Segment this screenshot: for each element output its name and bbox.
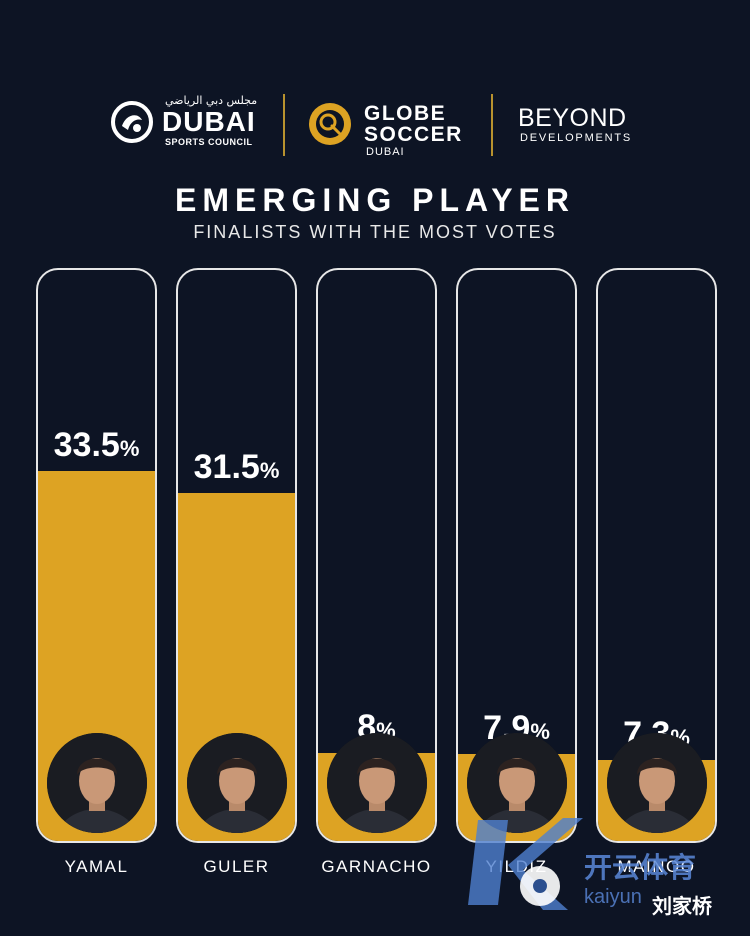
player-photo-icon bbox=[186, 733, 287, 833]
logo-divider bbox=[283, 94, 285, 156]
beyond-developments-logo: BEYOND DEVELOPMENTS bbox=[518, 90, 648, 162]
bar-value-label: 33.5% bbox=[38, 426, 155, 465]
chart-subtitle: FINALISTS WITH THE MOST VOTES bbox=[193, 222, 557, 242]
bar-column-guler: 31.5% bbox=[176, 268, 297, 843]
category-label: GULER bbox=[203, 857, 270, 876]
watermark-text: 开云体育 bbox=[584, 851, 697, 884]
logo-divider bbox=[491, 94, 493, 156]
dubai-sports-council-logo: مجلس دبي الرياضي DUBAI SPORTS COUNCIL bbox=[110, 90, 260, 162]
bar-column-mainoo: 7.3% bbox=[596, 268, 717, 843]
player-avatar bbox=[326, 733, 427, 833]
player-photo-icon bbox=[46, 733, 147, 833]
watermark-logo-icon bbox=[468, 818, 583, 910]
bd-name: BEYOND bbox=[518, 104, 627, 132]
bar-column-yamal: 33.5% bbox=[36, 268, 157, 843]
bar-value-unit: % bbox=[259, 458, 280, 483]
player-photo-icon bbox=[606, 733, 707, 833]
dsc-subtitle: SPORTS COUNCIL bbox=[165, 137, 253, 147]
dsc-name: DUBAI bbox=[162, 106, 256, 137]
gs-name-line2: SOCCER bbox=[364, 123, 463, 146]
player-avatar bbox=[606, 733, 707, 833]
dsc-arabic-name: مجلس دبي الرياضي bbox=[165, 94, 258, 107]
bar-value-number: 33.5 bbox=[53, 426, 120, 464]
category-label: GARNACHO bbox=[321, 857, 432, 876]
category-label: MAINOO bbox=[617, 857, 696, 876]
player-avatar bbox=[466, 733, 567, 833]
globe-soccer-emblem-icon bbox=[309, 103, 351, 145]
watermark-user: 刘家桥 bbox=[652, 894, 712, 918]
globe-soccer-logo: GLOBE SOCCER DUBAI bbox=[306, 90, 476, 162]
player-avatar bbox=[46, 733, 147, 833]
player-photo-icon bbox=[326, 733, 427, 833]
bar-column-garnacho: 8% bbox=[316, 268, 437, 843]
category-label: YAMAL bbox=[64, 857, 129, 876]
watermark-url: kaiyun bbox=[584, 886, 642, 908]
bar-value-label: 31.5% bbox=[178, 448, 295, 487]
bar-column-yildiz: 7.9% bbox=[456, 268, 577, 843]
bd-subtitle: DEVELOPMENTS bbox=[520, 132, 633, 144]
gs-name-line1: GLOBE bbox=[364, 102, 447, 125]
gs-subtitle: DUBAI bbox=[366, 146, 405, 158]
dubai-sports-council-emblem-icon bbox=[111, 101, 153, 143]
player-avatar bbox=[186, 733, 287, 833]
sponsor-logos: مجلس دبي الرياضي DUBAI SPORTS COUNCIL GL… bbox=[0, 90, 750, 162]
chart-title: EMERGING PLAYER bbox=[175, 182, 575, 218]
bar-value-unit: % bbox=[119, 436, 140, 461]
bar-value-number: 31.5 bbox=[193, 448, 260, 486]
